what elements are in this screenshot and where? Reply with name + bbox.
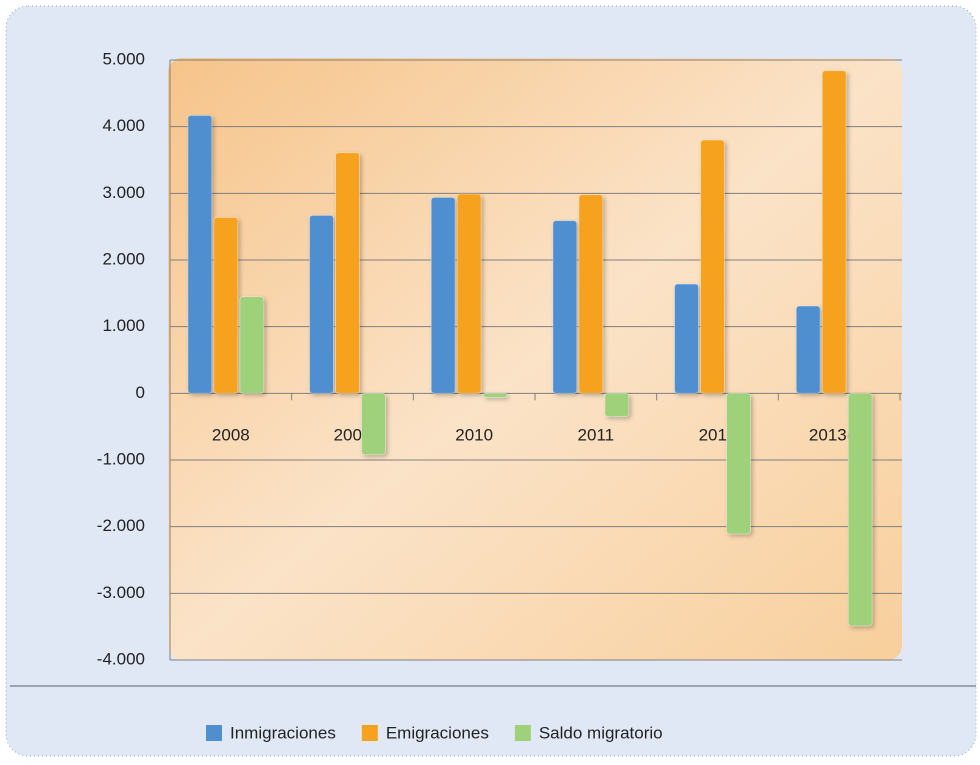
bar <box>605 393 629 416</box>
bar <box>214 217 238 393</box>
plot-background <box>168 58 902 660</box>
bar <box>188 115 212 393</box>
bar <box>310 215 334 393</box>
bar <box>431 197 455 393</box>
legend-label: Emigraciones <box>386 723 489 742</box>
bar <box>336 153 360 394</box>
y-tick-label: 3.000 <box>102 183 145 202</box>
y-tick-label: 0 <box>136 383 145 402</box>
bar <box>675 284 699 393</box>
x-tick-label: 2011 <box>578 425 615 444</box>
y-tick-label: -2.000 <box>97 516 145 535</box>
y-tick-label: -3.000 <box>97 583 145 602</box>
legend-label: Inmigraciones <box>230 723 336 742</box>
y-tick-label: 1.000 <box>102 316 145 335</box>
legend-swatch <box>362 725 378 741</box>
bar <box>457 194 481 393</box>
bar <box>362 393 386 454</box>
bar <box>701 140 725 393</box>
bar <box>553 221 577 394</box>
bar <box>848 393 872 626</box>
x-tick-label: 2010 <box>455 425 493 444</box>
legend-swatch <box>206 725 222 741</box>
bar <box>796 306 820 393</box>
y-tick-label: 5.000 <box>102 49 145 68</box>
bar <box>579 195 603 394</box>
y-tick-label: -4.000 <box>97 649 145 668</box>
bar <box>240 297 264 394</box>
bar <box>822 71 846 394</box>
legend-label: Saldo migratorio <box>539 723 663 742</box>
bar <box>727 393 751 534</box>
bar <box>483 393 507 397</box>
y-tick-label: -1.000 <box>97 449 145 468</box>
y-tick-label: 4.000 <box>102 116 145 135</box>
legend-swatch <box>515 725 531 741</box>
y-tick-label: 2.000 <box>102 249 145 268</box>
chart: -4.000 -3.000 -2.000 -1.000 0 1.000 2.000 3.000… <box>0 0 980 760</box>
x-tick-label: 2008 <box>212 425 250 444</box>
